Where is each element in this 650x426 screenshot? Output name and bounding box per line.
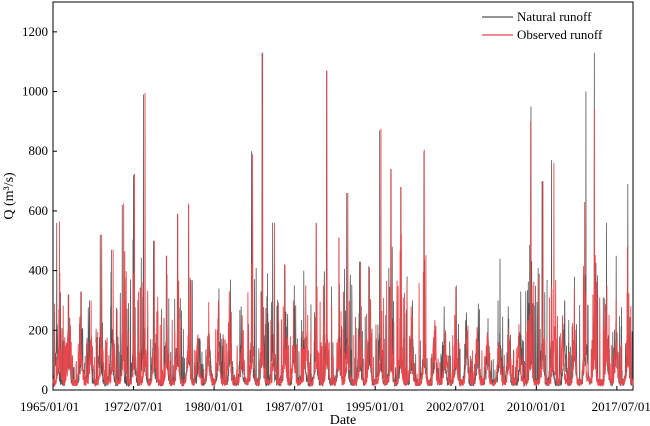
x-tick-label: 1965/01/01: [20, 399, 79, 414]
observed-runoff-segment-1986: [278, 264, 290, 386]
observed-runoff-segment-1980: [213, 300, 226, 386]
observed-runoff-segment-2012: [557, 315, 570, 386]
observed-runoff-segment-1971: [116, 203, 129, 386]
y-tick-label: 1000: [22, 84, 48, 99]
observed-runoff-layer: [52, 52, 634, 388]
observed-runoff-segment-1987: [288, 300, 301, 386]
observed-runoff-segment-1993: [353, 261, 365, 387]
observed-runoff-segment-1999: [417, 149, 430, 387]
natural-runoff-segment-2006: [492, 258, 505, 385]
observed-runoff-segment-2006: [492, 342, 505, 386]
observed-runoff-segment-1995: [374, 128, 387, 386]
x-axis-ticks: 1965/01/01 1972/07/01 1980/01/01 1987/07/01…: [20, 386, 650, 414]
natural-runoff-segment-1998: [407, 300, 419, 386]
observed-runoff-segment-1968: [84, 300, 97, 387]
legend-label-natural-runoff: Natural runoff: [517, 9, 592, 24]
observed-runoff-segment-1972: [127, 173, 140, 386]
observed-runoff-segment-1966: [63, 294, 75, 387]
plot-area-frame: [52, 1, 634, 391]
x-tick-label: 1980/01/01: [184, 399, 243, 414]
observed-runoff-segment-1975: [159, 255, 172, 387]
observed-runoff-segment-2018: [621, 246, 634, 386]
observed-runoff-segment-2001: [439, 330, 451, 387]
observed-runoff-segment-2008: [514, 324, 527, 388]
observed-runoff-segment-2005: [482, 332, 494, 387]
observed-runoff-segment-1978: [192, 334, 204, 386]
observed-runoff-segment-1976: [170, 213, 183, 386]
x-tick-label: 1987/07/01: [265, 399, 324, 414]
observed-runoff-segment-1970: [106, 249, 118, 386]
observed-runoff-segment-1984: [256, 52, 269, 387]
observed-runoff-segment-2011: [546, 163, 559, 387]
observed-runoff-segment-1997: [396, 187, 408, 387]
observed-runoff-segment-2002: [449, 287, 462, 387]
observed-runoff-segment-2015: [589, 109, 602, 387]
y-tick-label: 800: [29, 143, 49, 158]
x-tick-label: 1972/07/01: [104, 399, 163, 414]
natural-runoff-segment-1987: [288, 285, 301, 387]
observed-runoff-segment-1973: [138, 93, 151, 386]
y-axis-title: Q (m³/s): [2, 172, 17, 220]
y-tick-label: 1200: [22, 24, 48, 39]
y-axis-ticks: 0 200 400 600 800 1000 1200: [22, 24, 57, 397]
observed-runoff-segment-2007: [503, 328, 516, 386]
observed-runoff-segment-1965: [52, 221, 65, 387]
observed-runoff-segment-1998: [407, 306, 419, 387]
observed-runoff-segment-1985: [267, 222, 279, 386]
observed-runoff-segment-1969: [95, 234, 108, 386]
observed-runoff-segment-1992: [342, 193, 355, 386]
y-tick-label: 600: [29, 203, 49, 218]
legend-label-observed-runoff: Observed runoff: [517, 27, 603, 42]
y-tick-label: 0: [42, 382, 49, 397]
y-tick-label: 400: [29, 263, 49, 278]
observed-runoff-segment-2013: [568, 288, 580, 386]
observed-runoff-segment-2017: [611, 300, 623, 385]
x-axis-title: Date: [330, 413, 356, 426]
observed-runoff-segment-1977: [181, 203, 194, 388]
observed-runoff-segment-1990: [321, 70, 333, 386]
observed-runoff-segment-1982: [235, 315, 247, 386]
observed-runoff-segment-2000: [428, 320, 441, 387]
x-tick-label: 2010/01/01: [507, 399, 566, 414]
observed-runoff-segment-1996: [385, 169, 398, 386]
observed-runoff-segment-2009: [525, 121, 537, 386]
x-tick-label: 1995/01/01: [346, 399, 405, 414]
x-tick-label: 2002/07/01: [426, 399, 485, 414]
observed-runoff-segment-2010: [535, 181, 548, 386]
y-tick-label: 200: [29, 322, 49, 337]
observed-runoff-segment-2016: [600, 285, 612, 386]
observed-runoff-segment-1974: [149, 240, 161, 387]
observed-runoff-segment-1981: [224, 291, 237, 386]
observed-runoff-segment-1988: [299, 285, 312, 386]
legend: Natural runoff Observed runoff: [482, 9, 603, 42]
observed-runoff-segment-1989: [310, 222, 322, 387]
observed-runoff-segment-1994: [364, 267, 376, 388]
observed-runoff-segment-1991: [331, 237, 344, 386]
observed-runoff-segment-2004: [471, 327, 484, 387]
x-tick-label: 2017/07/01: [592, 399, 650, 414]
observed-runoff-segment-1983: [245, 154, 258, 386]
observed-runoff-segment-2003: [460, 325, 473, 386]
observed-runoff-segment-1967: [74, 291, 86, 387]
observed-runoff-segment-2014: [578, 201, 591, 387]
natural-runoff-segment-1980: [213, 288, 226, 386]
observed-runoff-segment-1979: [202, 302, 215, 387]
